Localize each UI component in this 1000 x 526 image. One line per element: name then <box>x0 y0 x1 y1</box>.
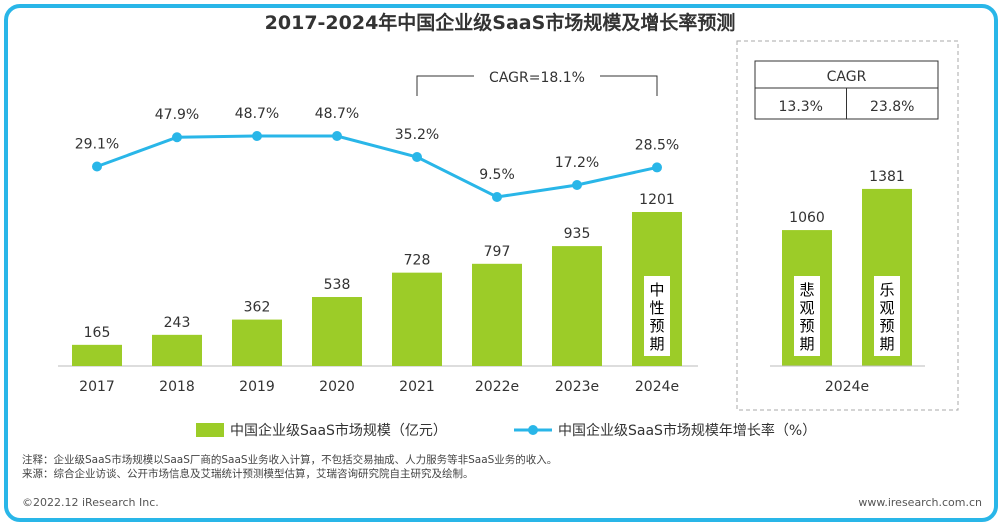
bar-value-label: 165 <box>84 325 111 341</box>
chart-source: 来源：综合企业访谈、公开市场信息及艾瑞统计预测模型估算，艾瑞咨询研究院自主研究及… <box>22 468 474 480</box>
rate-point <box>92 161 102 172</box>
growth-rate-line <box>96 134 658 199</box>
bar-value-label: 243 <box>164 315 191 331</box>
rate-value-label: 48.7% <box>235 106 279 122</box>
rate-value-label: 48.7% <box>315 106 359 122</box>
x-tick-label: 2019 <box>239 379 275 395</box>
bar-2019 <box>232 319 282 366</box>
rate-point <box>652 162 662 173</box>
chart-note: 注释：企业级SaaS市场规模以SaaS厂商的SaaS业务收入计算，不包括交易抽成… <box>22 454 558 466</box>
rate-point <box>332 131 342 141</box>
x-tick-label: 2017 <box>79 379 115 395</box>
bar-2018 <box>152 334 202 366</box>
cagr-table-header: CAGR <box>827 69 867 85</box>
x-tick-label: 2023e <box>555 379 599 395</box>
rate-value-label: 9.5% <box>479 167 515 183</box>
footer-copyright: ©2022.12 iResearch Inc. <box>22 496 159 509</box>
bar-2021 <box>392 272 442 366</box>
rate-value-label: 35.2% <box>395 127 439 143</box>
scenario-panel <box>736 40 959 411</box>
rate-point <box>252 131 262 141</box>
bar-2022e <box>472 263 522 366</box>
rate-value-label: 17.2% <box>555 155 599 171</box>
bar-value-label: 362 <box>244 300 271 316</box>
scenario-bar-label: 乐观预期 <box>879 281 894 353</box>
scenario-bar-value: 1060 <box>789 210 825 226</box>
bar-inner-label: 中性预期 <box>649 281 664 353</box>
legend-bar-label: 中国企业级SaaS市场规模（亿元） <box>230 422 447 439</box>
bar-inner-label-box <box>644 276 670 356</box>
legend-bar-swatch <box>196 423 224 437</box>
legend-line-label: 中国企业级SaaS市场规模年增长率（%） <box>558 422 816 439</box>
scenario-bar-label: 悲观预期 <box>799 281 814 353</box>
cagr-table-value: 23.8% <box>870 99 914 115</box>
rate-value-label: 29.1% <box>75 137 119 153</box>
x-tick-label: 2022e <box>475 379 519 395</box>
rate-value-label: 47.9% <box>155 107 199 123</box>
bar-value-label: 797 <box>484 244 511 260</box>
bar-2023e <box>552 246 602 366</box>
chart-title: 2017-2024年中国企业级SaaS市场规模及增长率预测 <box>265 11 736 34</box>
bar-value-label: 728 <box>404 253 431 269</box>
rate-point <box>172 132 182 143</box>
cagr-table-value: 13.3% <box>779 99 823 115</box>
scenario-x-label: 2024e <box>825 379 869 395</box>
scenario-label-box <box>874 276 900 356</box>
bar-value-label: 538 <box>324 277 351 293</box>
scenario-bar-value: 1381 <box>869 169 905 185</box>
rate-point <box>412 152 422 163</box>
rate-value-label: 28.5% <box>635 137 679 153</box>
x-tick-label: 2024e <box>635 379 679 395</box>
cagr-bracket-label: CAGR=18.1% <box>489 70 585 86</box>
bar-value-label: 935 <box>564 226 591 242</box>
scenario-label-box <box>794 276 820 356</box>
bar-2017 <box>72 344 122 366</box>
rate-point <box>572 180 582 191</box>
bar-2020 <box>312 297 362 366</box>
x-tick-label: 2021 <box>399 379 435 395</box>
x-tick-label: 2018 <box>159 379 195 395</box>
x-tick-label: 2020 <box>319 379 355 395</box>
footer-url: www.iresearch.com.cn <box>858 496 982 509</box>
bar-value-label: 1201 <box>639 192 675 208</box>
rate-point <box>492 192 502 202</box>
